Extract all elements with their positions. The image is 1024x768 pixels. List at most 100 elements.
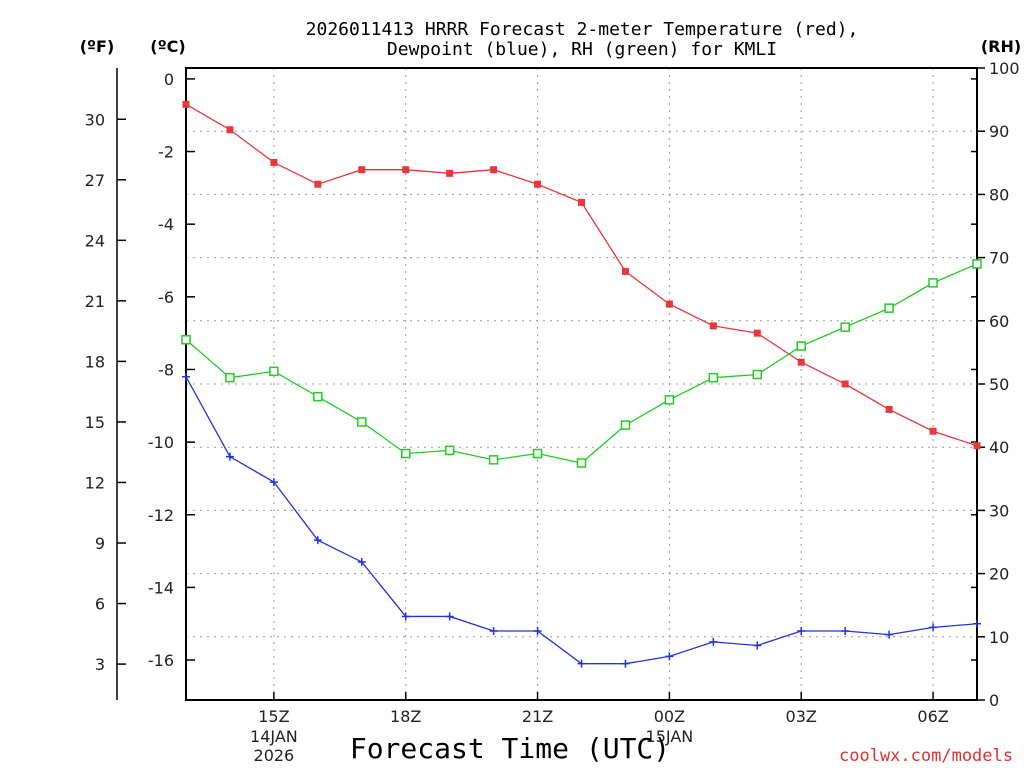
rh-point [972,259,982,269]
temperature-point [490,166,498,174]
rh-tick-label: 90 [989,122,1009,141]
rh-point [664,395,675,405]
rh-point [357,417,367,427]
rh-point [400,448,411,459]
dewpoint-point [973,619,981,628]
fahrenheit-tick-label: 27 [85,171,105,190]
rh-point [840,322,850,332]
rh-point [620,420,631,430]
temperature-line [185,103,978,447]
dewpoint-point [533,626,542,635]
dewpoint-point [665,652,674,661]
rh-tick-label: 30 [989,501,1009,520]
rh-tick-label: 60 [989,312,1009,331]
celsius-tick-label: -8 [158,360,174,379]
temperature-point [753,329,761,337]
data-series [181,100,982,668]
rh-point [752,369,763,380]
rh-point [884,303,894,313]
x-tick-label: 00Z [654,707,685,726]
axis-ticks: 0-2-4-6-8-10-12-14-163027242118151296301… [85,59,1020,765]
dewpoint-point [313,536,322,545]
x-tick-label: 03Z [786,707,817,726]
dewpoint-point [225,452,234,461]
fahrenheit-tick-label: 12 [85,473,105,492]
celsius-tick-label: 0 [164,70,174,89]
temperature-point [929,427,937,435]
x-tick-label: 18Z [390,707,421,726]
rh-tick-label: 50 [989,375,1009,394]
dewpoint-point [401,612,410,621]
celsius-tick-label: -14 [148,578,174,597]
chart-title-line1: 2026011413 HRRR Forecast 2-meter Tempera… [306,19,859,40]
temperature-point [314,180,322,188]
x-tick-label: 15Z [258,707,289,726]
temperature-point [534,180,542,188]
dewpoint-point [885,630,894,639]
temperature-point [578,198,585,206]
dewpoint-point [445,612,454,621]
dewpoint-point [182,372,190,381]
temperature-point [226,126,234,134]
fahrenheit-tick-label: 21 [85,292,105,311]
chart-title-line2: Dewpoint (blue), RH (green) for KMLI [387,39,777,60]
credit-link[interactable]: coolwx.com/models [839,746,1013,766]
fahrenheit-tick-label: 30 [85,110,105,129]
rh-point [225,372,235,383]
dewpoint-line [185,376,978,665]
temperature-point [270,158,278,166]
dewpoint-point [709,637,718,646]
fahrenheit-tick-label: 6 [95,595,105,614]
rh-point [488,455,499,465]
rh-tick-label: 0 [989,691,999,710]
dewpoint-point [621,659,630,668]
rh-point [313,391,323,402]
dewpoint-point [753,641,762,650]
temperature-point [665,300,673,308]
dewpoint-point [841,626,850,635]
x-tick-year-label: 2026 [254,746,295,765]
grid-lines [186,68,977,700]
rh-point [181,335,191,345]
temperature-point [797,358,805,366]
rh-tick-label: 70 [989,249,1009,268]
rh-tick-label: 20 [989,565,1009,584]
rh-point [796,341,806,351]
rh-point [708,372,719,383]
temperature-point [358,166,366,174]
dewpoint-point [577,659,586,668]
temperature-point [885,405,893,413]
dewpoint-point [929,623,938,632]
x-axis-label: Forecast Time (UTC) [350,732,670,765]
temperature-point [841,380,849,388]
rh-point [269,366,279,377]
x-tick-date-label: 15JAN [646,727,694,746]
rh-point [576,458,587,468]
celsius-tick-label: -4 [158,215,174,234]
temperature-point [973,442,981,450]
celsius-tick-label: -2 [158,143,174,162]
temperature-point [446,169,454,177]
x-tick-label: 21Z [522,707,553,726]
temperature-point [709,322,717,330]
rh-point [532,448,543,459]
temperature-point [402,166,410,174]
dewpoint-point [797,626,806,635]
celsius-tick-label: -6 [158,288,174,307]
fahrenheit-tick-label: 15 [85,413,105,432]
dewpoint-point [357,557,366,566]
fahrenheit-tick-label: 3 [95,655,105,674]
celsius-tick-label: -16 [148,651,174,670]
celsius-unit-label: (ºC) [150,37,185,56]
x-tick-date-label: 14JAN [250,727,298,746]
rh-tick-label: 100 [989,59,1020,78]
dewpoint-point [489,626,498,635]
temperature-point [182,100,190,108]
rh-tick-label: 80 [989,185,1009,204]
rh-tick-label: 10 [989,628,1009,647]
rh-tick-label: 40 [989,438,1009,457]
dewpoint-point [269,478,278,487]
fahrenheit-tick-label: 18 [85,352,105,371]
rh-point [444,445,455,456]
